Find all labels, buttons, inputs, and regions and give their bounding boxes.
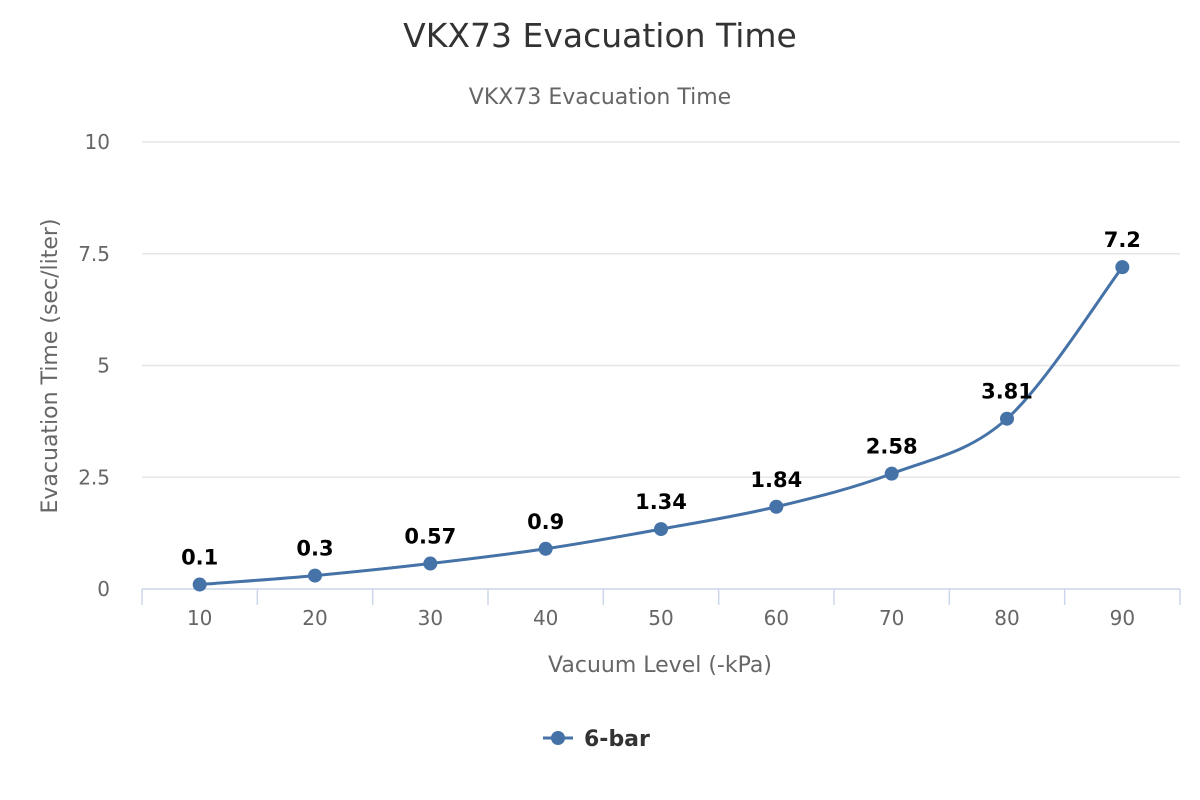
x-axis: 10 20 30 40 50 60 70 80 90 [141, 588, 1181, 630]
x-axis-title: Vacuum Level (-kPa) [548, 653, 772, 678]
y-tick-label: 2.5 [78, 465, 110, 489]
series-6-bar[interactable]: 0.1 0.3 0.57 0.9 1.34 1.84 2.58 3.81 7.2 [181, 228, 1141, 592]
x-tick-label: 40 [533, 606, 558, 630]
data-label: 2.58 [866, 435, 918, 459]
data-point[interactable] [423, 556, 438, 571]
x-tick-label: 20 [302, 606, 327, 630]
data-label: 1.34 [635, 490, 687, 514]
y-axis-ticks: 0 2.5 5 7.5 10 [78, 130, 110, 601]
y-axis-title: Evacuation Time (sec/liter) [38, 219, 63, 514]
y-tick-label: 7.5 [78, 242, 110, 266]
data-label: 1.84 [750, 468, 802, 492]
data-point[interactable] [769, 499, 784, 514]
legend-item-6-bar[interactable]: 6-bar [584, 727, 650, 752]
y-tick-label: 5 [97, 354, 110, 378]
y-tick-label: 0 [97, 577, 110, 601]
chart-title: VKX73 Evacuation Time [403, 16, 797, 55]
data-point[interactable] [538, 541, 553, 556]
x-tick-label: 10 [187, 606, 212, 630]
data-point[interactable] [192, 577, 207, 592]
grid-lines [142, 141, 1180, 478]
x-tick-label: 90 [1110, 606, 1135, 630]
data-label: 3.81 [981, 380, 1033, 404]
x-tick-label: 50 [648, 606, 673, 630]
y-tick-label: 10 [85, 130, 110, 154]
legend-marker-icon [551, 731, 565, 745]
x-tick-label: 80 [994, 606, 1019, 630]
data-label: 0.3 [296, 537, 333, 561]
data-label: 0.57 [404, 525, 456, 549]
x-tick-label: 70 [879, 606, 904, 630]
data-label: 0.9 [527, 510, 564, 534]
data-label: 7.2 [1104, 228, 1141, 252]
x-tick-label: 30 [418, 606, 443, 630]
data-point[interactable] [654, 522, 668, 537]
data-point[interactable] [1115, 260, 1130, 275]
series-line [199, 266, 1124, 587]
data-point[interactable] [884, 466, 899, 481]
data-point[interactable] [308, 568, 322, 583]
x-tick-label: 60 [764, 606, 789, 630]
data-point[interactable] [1000, 411, 1014, 426]
chart-subtitle: VKX73 Evacuation Time [469, 85, 731, 110]
data-label: 0.1 [181, 546, 218, 570]
legend[interactable]: 6-bar [543, 727, 650, 752]
